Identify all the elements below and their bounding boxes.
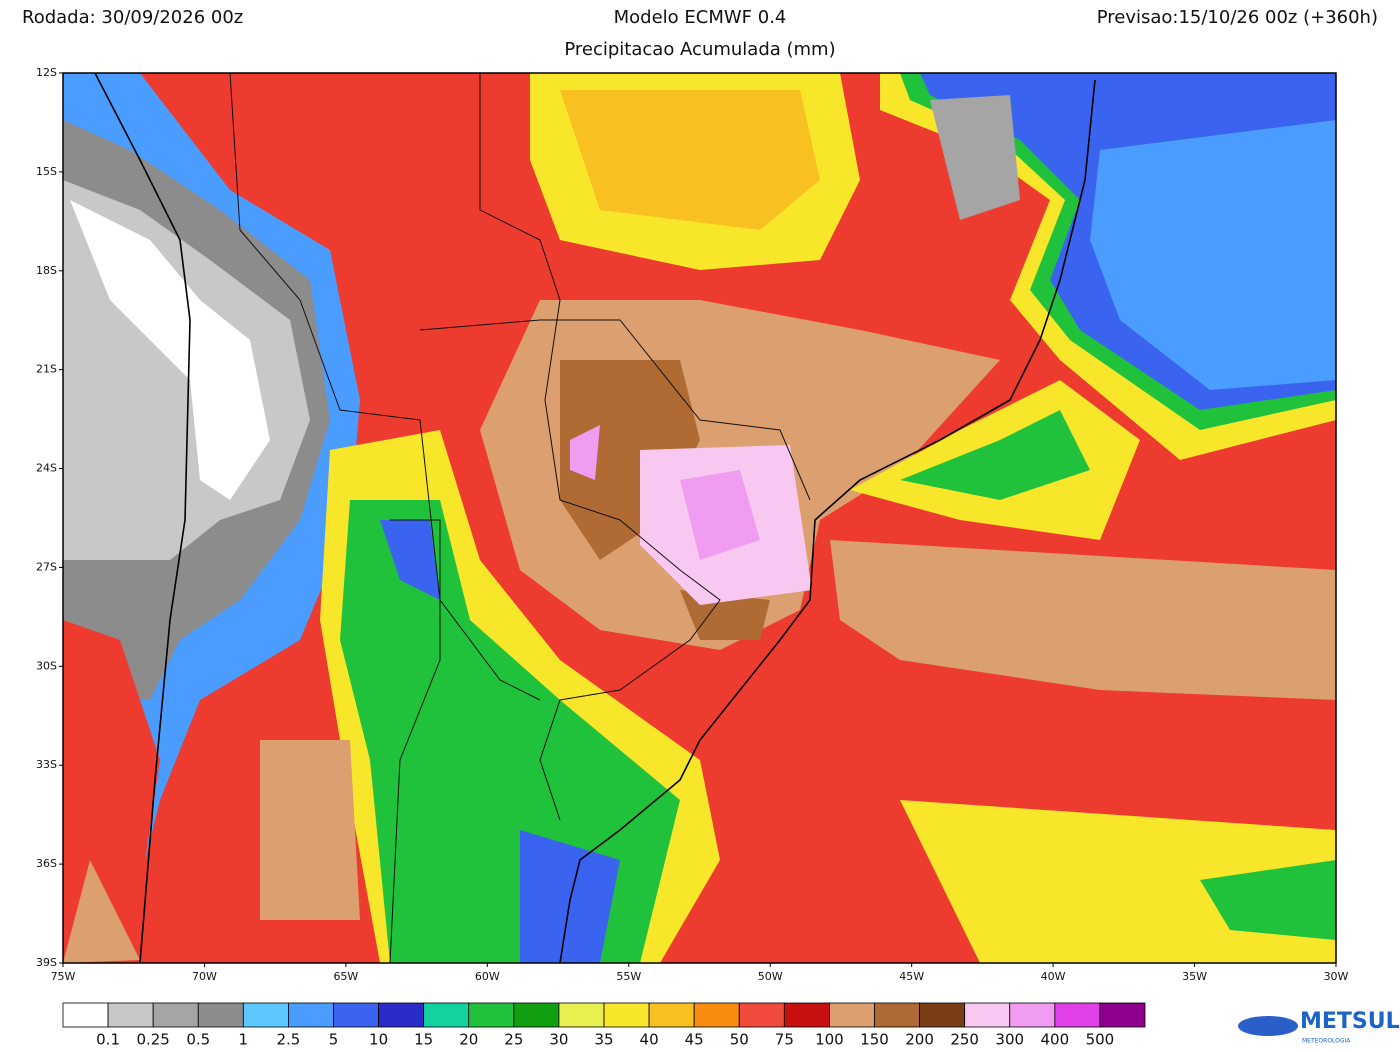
lon-label: 75W xyxy=(51,970,76,983)
field-tan xyxy=(830,540,1336,700)
title: Modelo ECMWF 0.4 xyxy=(614,7,787,28)
legend-swatch xyxy=(558,1002,605,1028)
legend-label: 20 xyxy=(459,1031,478,1049)
coastline xyxy=(559,79,1096,963)
legend-swatch xyxy=(648,1002,695,1028)
field-gold xyxy=(560,90,820,230)
legend-label: 1 xyxy=(239,1031,249,1049)
lat-label: 36S xyxy=(36,857,57,870)
field-green xyxy=(340,500,680,963)
legend-swatch xyxy=(378,1002,425,1028)
border xyxy=(479,73,721,821)
legend-label: 0.1 xyxy=(96,1031,120,1049)
legend-label: 0.25 xyxy=(136,1031,169,1049)
legend-label: 100 xyxy=(815,1031,844,1049)
legend-swatch xyxy=(874,1002,920,1028)
lon-label: 35W xyxy=(1182,970,1207,983)
legend-swatch xyxy=(333,1002,379,1028)
legend-swatch xyxy=(964,1002,1011,1028)
lon-label: 50W xyxy=(758,970,783,983)
lon-label: 30W xyxy=(1324,970,1349,983)
lat-label: 12S xyxy=(36,66,57,79)
legend-swatch xyxy=(919,1002,966,1028)
field-green xyxy=(1200,860,1336,940)
legend-label: 25 xyxy=(504,1031,523,1049)
legend-swatch xyxy=(1099,1002,1146,1028)
legend-swatch xyxy=(288,1002,334,1028)
legend-swatch xyxy=(829,1002,875,1028)
border xyxy=(229,73,541,701)
lat-label: 27S xyxy=(36,560,57,573)
legend-label: 45 xyxy=(685,1031,704,1049)
lat-label: 21S xyxy=(36,363,57,376)
legend-label: 75 xyxy=(775,1031,794,1049)
field-tan xyxy=(63,740,360,963)
legend-swatch xyxy=(1054,1002,1101,1028)
field-blue xyxy=(380,520,620,963)
lon-label: 40W xyxy=(1041,970,1066,983)
legend-swatch xyxy=(62,1002,109,1028)
legend-swatch xyxy=(603,1002,650,1028)
logo-globe xyxy=(1238,1016,1298,1036)
lat-label: 30S xyxy=(36,659,57,672)
border xyxy=(419,319,811,501)
forecast-label: Previsao:15/10/26 00z (+360h) xyxy=(1097,7,1378,28)
logo-tagline: METEOROLOGIA xyxy=(1302,1038,1351,1045)
lon-label: 45W xyxy=(899,970,924,983)
subtitle: Precipitacao Acumulada (mm) xyxy=(564,39,835,60)
legend-label: 15 xyxy=(414,1031,433,1049)
legend-label: 150 xyxy=(860,1031,889,1049)
legend-swatch xyxy=(107,1002,154,1028)
field-gray xyxy=(930,95,1020,220)
border xyxy=(389,519,441,963)
legend-label: 0.5 xyxy=(186,1031,210,1049)
lat-label: 33S xyxy=(36,758,57,771)
legend-swatch xyxy=(693,1002,740,1028)
map xyxy=(63,73,1336,963)
legend-swatch xyxy=(423,1002,470,1028)
legend-swatch xyxy=(468,1002,515,1028)
field-green xyxy=(900,410,1090,500)
legend-label: 5 xyxy=(329,1031,339,1049)
legend-label: 40 xyxy=(640,1031,659,1049)
lon-label: 70W xyxy=(192,970,217,983)
legend-label: 250 xyxy=(950,1031,979,1049)
legend-swatch xyxy=(783,1002,830,1028)
map-frame xyxy=(62,72,1337,964)
lat-label: 39S xyxy=(36,956,57,969)
legend-label: 35 xyxy=(594,1031,613,1049)
run-label: Rodada: 30/09/2026 00z xyxy=(22,7,243,28)
coastline xyxy=(94,73,191,963)
legend-label: 2.5 xyxy=(276,1031,300,1049)
legend-label: 500 xyxy=(1086,1031,1115,1049)
lat-label: 24S xyxy=(36,462,57,475)
field-pink xyxy=(570,425,760,560)
legend-label: 400 xyxy=(1041,1031,1070,1049)
legend-swatch xyxy=(513,1002,560,1028)
logo-name: METSUL xyxy=(1300,1009,1400,1034)
legend-label: 200 xyxy=(905,1031,934,1049)
lon-label: 60W xyxy=(475,970,500,983)
lat-label: 15S xyxy=(36,165,57,178)
legend-swatch xyxy=(242,1002,289,1028)
legend-swatch xyxy=(1009,1002,1056,1028)
field-lightblue xyxy=(1090,120,1336,390)
legend-label: 10 xyxy=(369,1031,388,1049)
lon-label: 65W xyxy=(333,970,358,983)
legend-swatch xyxy=(738,1002,785,1028)
legend-label: 50 xyxy=(730,1031,749,1049)
legend-label: 30 xyxy=(549,1031,568,1049)
lat-label: 18S xyxy=(36,264,57,277)
legend-label: 300 xyxy=(995,1031,1024,1049)
legend-swatch xyxy=(197,1002,244,1028)
lon-label: 55W xyxy=(616,970,641,983)
field-white xyxy=(70,200,270,500)
legend-swatch xyxy=(152,1002,199,1028)
